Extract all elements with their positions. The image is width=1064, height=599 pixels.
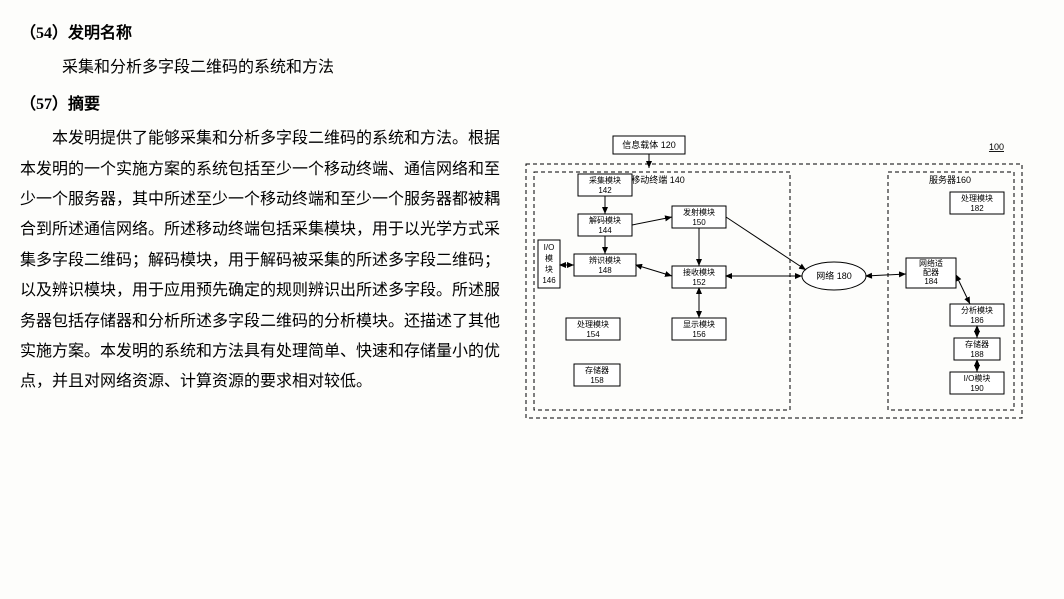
svg-text:146: 146: [542, 276, 556, 285]
svg-text:信息载体 120: 信息载体 120: [622, 139, 676, 150]
svg-text:158: 158: [590, 376, 604, 385]
svg-text:150: 150: [692, 218, 706, 227]
figure-column: 100 信息载体 120 移动终端 140 服务器160 网络 180 采集模块142 解码…: [518, 124, 1044, 439]
svg-text:I/O: I/O: [544, 243, 555, 252]
svg-text:分析模块: 分析模块: [961, 305, 993, 315]
svg-text:152: 152: [692, 278, 706, 287]
svg-text:188: 188: [970, 350, 984, 359]
svg-text:网络 180: 网络 180: [816, 270, 852, 281]
svg-text:182: 182: [970, 204, 984, 213]
svg-text:采集模块: 采集模块: [589, 175, 621, 185]
svg-text:148: 148: [598, 266, 612, 275]
svg-text:接收模块: 接收模块: [683, 267, 715, 277]
svg-text:存储器: 存储器: [585, 365, 609, 375]
svg-text:显示模块: 显示模块: [683, 319, 715, 329]
system-diagram: 100 信息载体 120 移动终端 140 服务器160 网络 180 采集模块142 解码…: [518, 128, 1028, 428]
svg-text:I/O模块: I/O模块: [964, 373, 991, 383]
abstract-column: 本发明提供了能够采集和分析多字段二维码的系统和方法。根据本发明的一个实施方案的系…: [20, 124, 500, 398]
svg-text:处理模块: 处理模块: [577, 319, 609, 329]
section-54-heading: （54）发明名称: [20, 19, 1044, 49]
svg-text:存储器: 存储器: [965, 339, 989, 349]
svg-text:100: 100: [989, 142, 1004, 152]
svg-text:网络适: 网络适: [919, 258, 943, 268]
svg-text:156: 156: [692, 330, 706, 339]
svg-text:186: 186: [970, 316, 984, 325]
svg-text:模: 模: [545, 253, 553, 263]
invention-title: 采集和分析多字段二维码的系统和方法: [62, 53, 1044, 83]
svg-text:144: 144: [598, 226, 612, 235]
svg-text:190: 190: [970, 384, 984, 393]
svg-text:辨识模块: 辨识模块: [589, 255, 621, 265]
svg-text:解码模块: 解码模块: [589, 215, 621, 225]
svg-text:移动终端 140: 移动终端 140: [631, 174, 685, 185]
svg-text:154: 154: [586, 330, 600, 339]
svg-text:处理模块: 处理模块: [961, 193, 993, 203]
svg-text:184: 184: [924, 277, 938, 286]
svg-text:块: 块: [545, 264, 553, 274]
svg-text:发射模块: 发射模块: [683, 207, 715, 217]
content-row: 本发明提供了能够采集和分析多字段二维码的系统和方法。根据本发明的一个实施方案的系…: [20, 124, 1044, 439]
svg-text:142: 142: [598, 186, 612, 195]
abstract-text: 本发明提供了能够采集和分析多字段二维码的系统和方法。根据本发明的一个实施方案的系…: [20, 124, 500, 398]
svg-text:配器: 配器: [923, 268, 939, 277]
section-57-heading: （57）摘要: [20, 90, 1044, 120]
svg-text:服务器160: 服务器160: [929, 174, 971, 185]
